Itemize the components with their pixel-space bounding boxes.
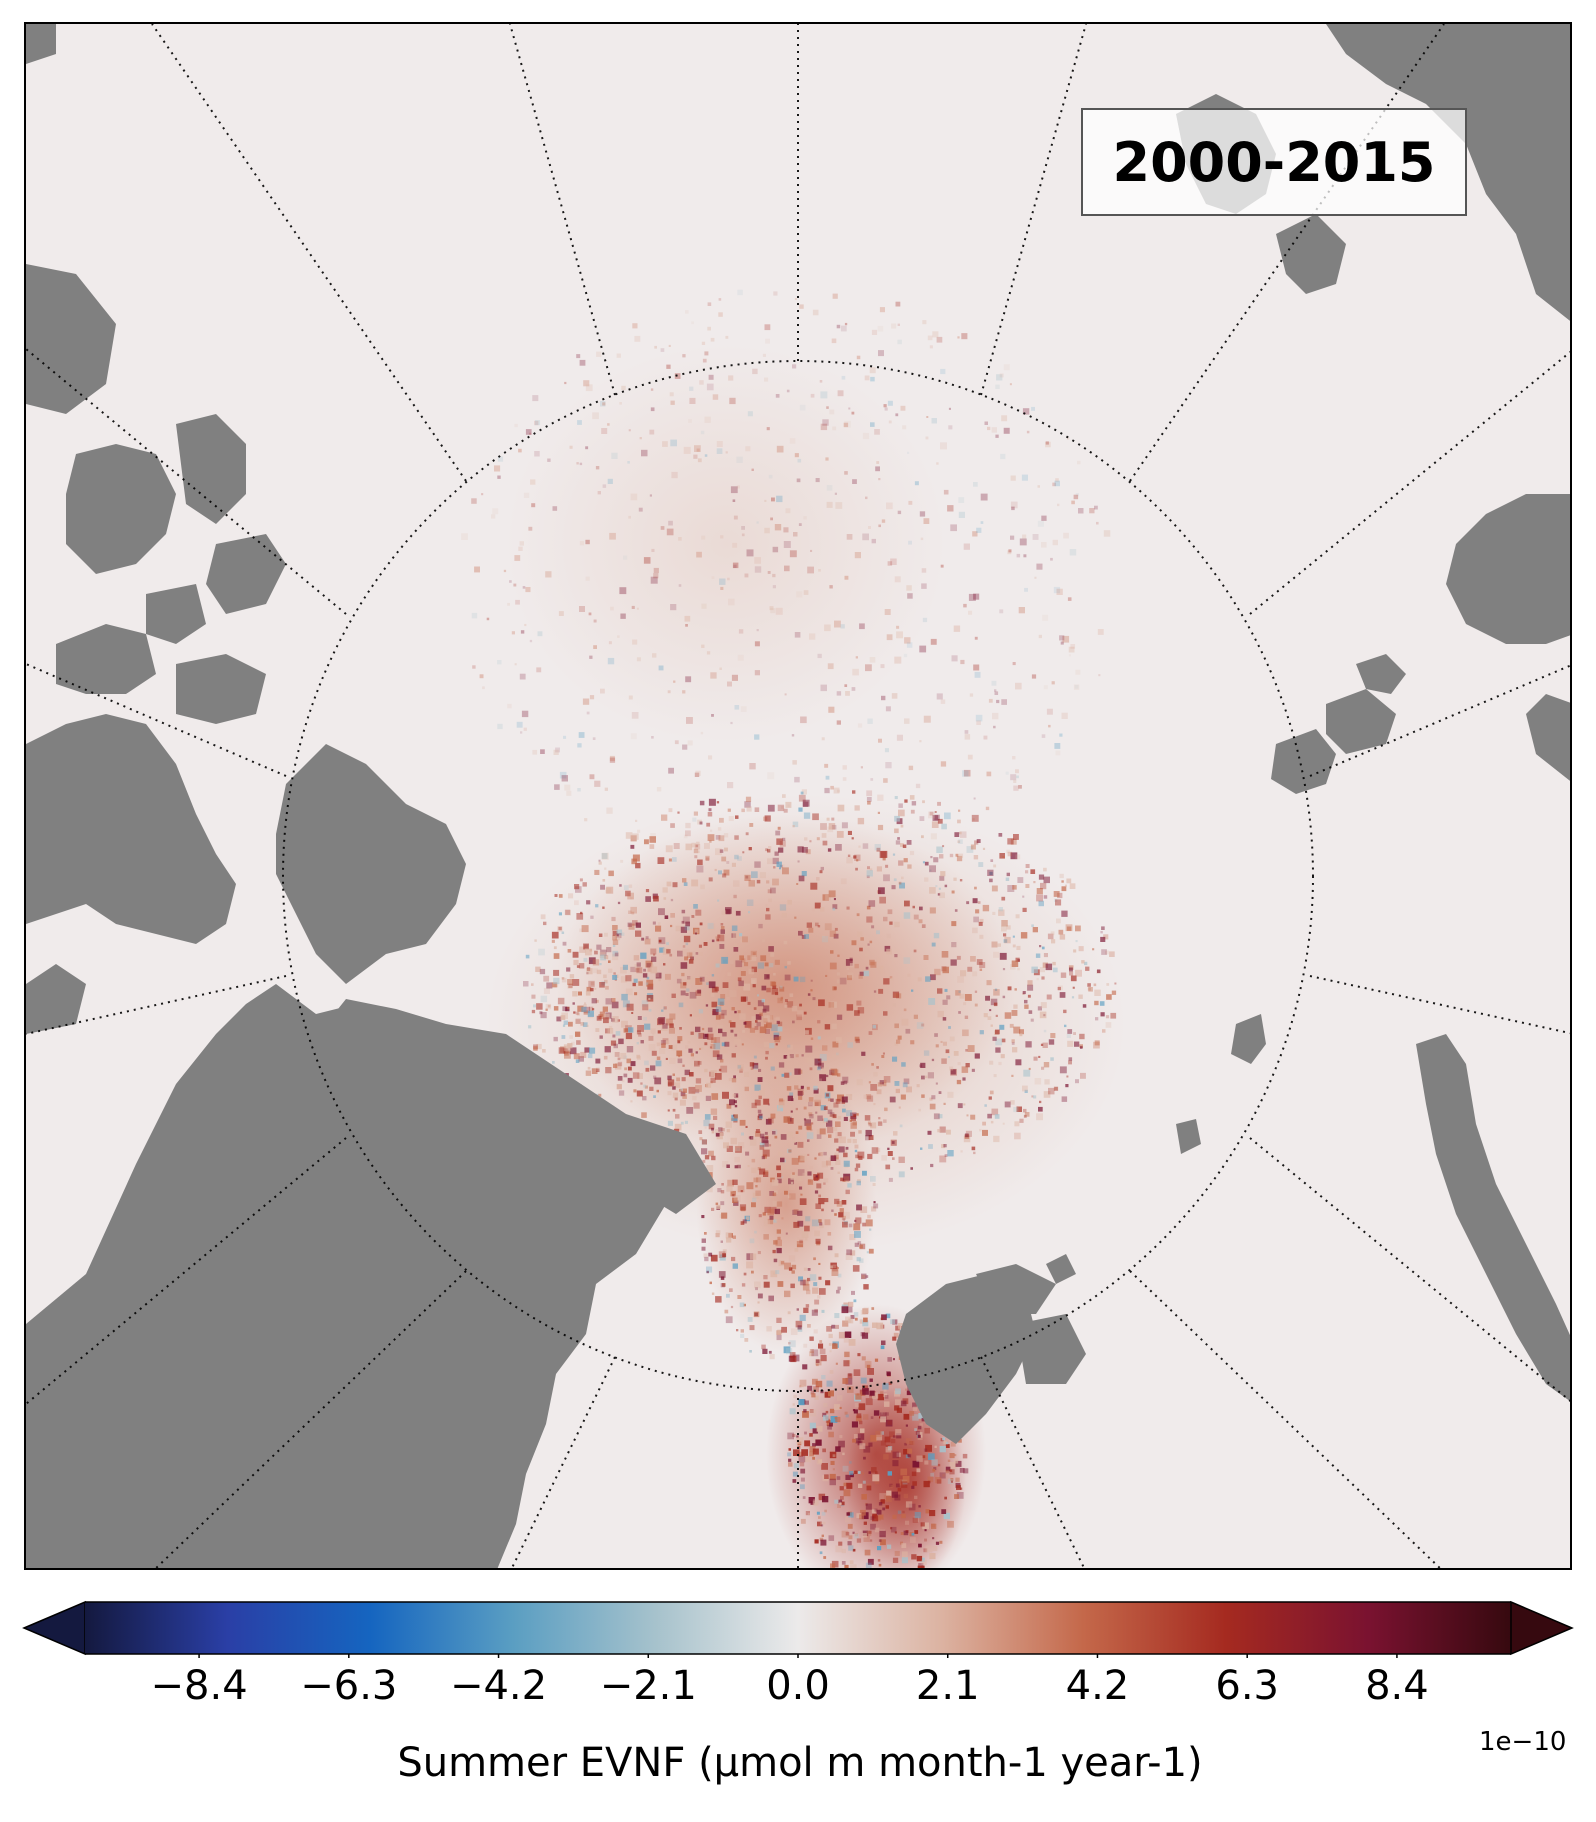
siberia-coast <box>1326 24 1570 321</box>
novaya-zemlya <box>1416 1034 1570 1402</box>
colorbar-tick-label: 2.1 <box>915 1663 980 1709</box>
greenland-landmass <box>26 984 666 1568</box>
colorbar-tick-label: 6.3 <box>1215 1663 1279 1709</box>
colorbar-tick-label: 4.2 <box>1065 1663 1130 1709</box>
graticule <box>26 24 1570 1568</box>
land <box>26 24 1570 1568</box>
colorbar-ticks <box>198 1654 1398 1658</box>
trend-speckles <box>461 289 1117 1568</box>
colorbar-tick-label: 8.4 <box>1365 1663 1429 1709</box>
colorbar-extend-high <box>1510 1600 1574 1656</box>
colorbar-offset-text: 1e−10 <box>1479 1727 1567 1757</box>
colorbar-label: Summer EVNF (μmol m month-1 year-1) <box>397 1740 1203 1786</box>
map-panel <box>24 22 1572 1570</box>
colorbar <box>22 1600 1574 1658</box>
canadian-archipelago <box>26 714 236 944</box>
colorbar-tick-label: 0.0 <box>766 1663 830 1709</box>
colorbar-tick-label: −2.1 <box>599 1663 697 1709</box>
polar-map <box>26 24 1570 1568</box>
colorbar-tick-label: −6.3 <box>300 1663 398 1709</box>
period-label: 2000-2015 <box>1081 108 1467 216</box>
colorbar-tick-label: −4.2 <box>449 1663 548 1709</box>
colorbar-tick-label: −8.4 <box>150 1663 248 1709</box>
colorbar-body <box>85 1602 1511 1654</box>
colorbar-extend-low <box>22 1600 86 1656</box>
franz-josef-land <box>1271 729 1336 794</box>
svalbard-islands <box>896 1274 1036 1444</box>
